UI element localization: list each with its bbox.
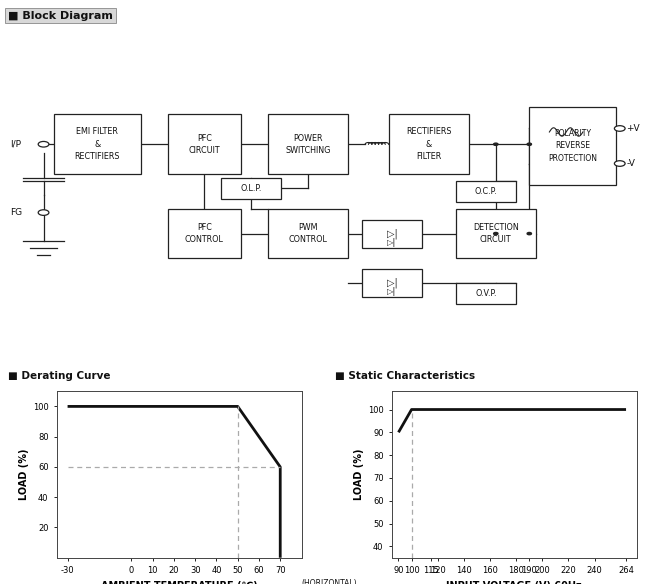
Bar [362, 220, 422, 248]
Circle shape [494, 232, 498, 235]
Text: PFC: PFC [197, 134, 212, 142]
Bar [529, 107, 616, 185]
Text: PFC: PFC [197, 223, 212, 232]
Text: DETECTION: DETECTION [473, 223, 519, 232]
Text: &: & [94, 140, 100, 149]
Text: FG: FG [10, 208, 22, 217]
Bar [268, 114, 348, 174]
Circle shape [527, 232, 531, 235]
Bar [221, 178, 281, 199]
Text: ▷|: ▷| [387, 277, 397, 288]
Circle shape [614, 161, 625, 166]
Text: I/P: I/P [10, 140, 21, 149]
Circle shape [38, 210, 49, 215]
Circle shape [527, 143, 531, 145]
Text: CONTROL: CONTROL [185, 235, 224, 244]
Circle shape [38, 141, 49, 147]
Text: (HORIZONTAL): (HORIZONTAL) [302, 579, 357, 584]
Text: EMI FILTER: EMI FILTER [76, 127, 118, 137]
Text: ■ Block Diagram: ■ Block Diagram [8, 11, 113, 20]
Text: O.L.P.: O.L.P. [241, 183, 262, 193]
Text: ▷|: ▷| [387, 287, 397, 296]
Text: SWITCHING: SWITCHING [285, 146, 331, 155]
Text: ▷|: ▷| [387, 238, 397, 247]
Text: CIRCUIT: CIRCUIT [188, 146, 220, 155]
Circle shape [494, 143, 498, 145]
Text: PROTECTION: PROTECTION [548, 154, 598, 163]
Bar [456, 181, 516, 202]
Bar [456, 209, 536, 258]
Y-axis label: LOAD (%): LOAD (%) [19, 449, 29, 500]
Bar [268, 209, 348, 258]
Text: &: & [425, 140, 432, 149]
Bar [362, 269, 422, 297]
Y-axis label: LOAD (%): LOAD (%) [354, 449, 364, 500]
Bar [389, 114, 469, 174]
X-axis label: AMBIENT TEMPERATURE (℃): AMBIENT TEMPERATURE (℃) [101, 580, 257, 584]
Circle shape [614, 126, 625, 131]
Text: +V: +V [626, 124, 640, 133]
Text: -V: -V [626, 159, 635, 168]
Text: ■ Derating Curve: ■ Derating Curve [8, 371, 111, 381]
Text: RECTIFIERS: RECTIFIERS [406, 127, 452, 137]
Text: PWM: PWM [298, 223, 318, 232]
Text: O.C.P.: O.C.P. [474, 187, 497, 196]
Text: REVERSE: REVERSE [555, 141, 590, 151]
Text: RECTIFIERS: RECTIFIERS [74, 152, 120, 161]
Text: CIRCUIT: CIRCUIT [480, 235, 512, 244]
X-axis label: INPUT VOLTAGE (V) 60Hz: INPUT VOLTAGE (V) 60Hz [446, 580, 582, 584]
Text: ■ Static Characteristics: ■ Static Characteristics [335, 371, 475, 381]
Text: POLARITY: POLARITY [554, 129, 592, 138]
Bar [168, 209, 241, 258]
Text: O.V.P.: O.V.P. [475, 288, 496, 298]
Bar [54, 114, 141, 174]
Text: ▷|: ▷| [387, 228, 397, 239]
Text: POWER: POWER [293, 134, 323, 142]
Bar [456, 283, 516, 304]
Bar [168, 114, 241, 174]
Text: FILTER: FILTER [416, 152, 442, 161]
Text: CONTROL: CONTROL [289, 235, 328, 244]
